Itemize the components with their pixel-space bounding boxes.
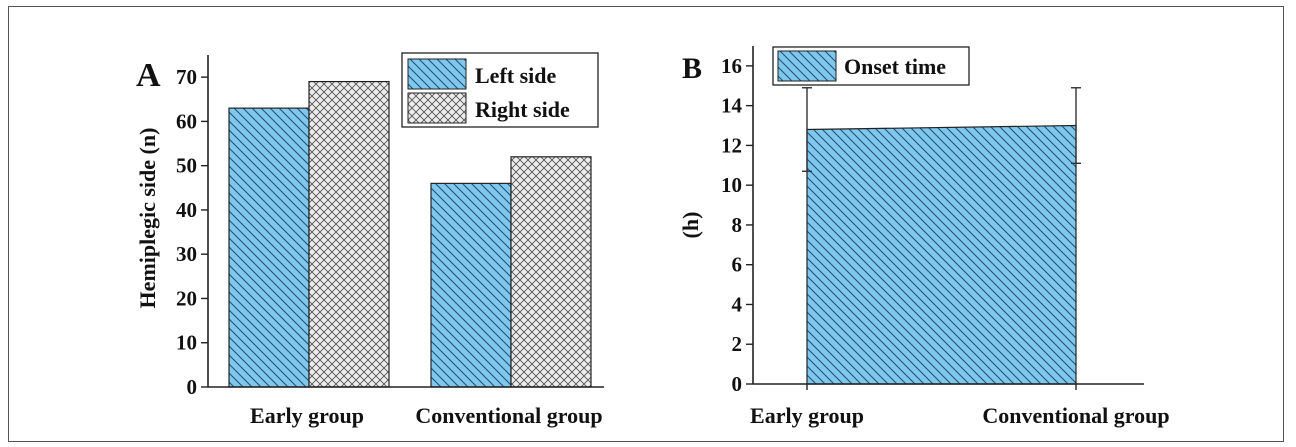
panel-a-ytick-label: 70 xyxy=(176,65,197,89)
panel-b-ytick-label: 12 xyxy=(721,133,742,157)
panel-b-label: B xyxy=(682,52,702,85)
panel-b: B (h) 0 2 4 6 8 10 12 14 16 Early group Conventio… xyxy=(678,46,1170,428)
bar-left-side-1 xyxy=(228,107,310,388)
panel-b-ytick-label: 14 xyxy=(721,94,743,118)
panel-a-legend: Left side Right side xyxy=(401,52,599,128)
panel-a-ytick-label: 40 xyxy=(176,198,197,222)
panel-b-ytick-label: 8 xyxy=(732,213,743,237)
panel-a-ytick-label: 0 xyxy=(187,375,198,399)
area-onset-time xyxy=(806,124,1077,385)
panel-b-area xyxy=(806,124,1077,385)
panel-a-ytick-label: 50 xyxy=(176,154,197,178)
panel-b-error-bars xyxy=(802,87,1081,172)
panel-b-ylabel: (h) xyxy=(678,212,703,239)
panel-b-xtick-label: Early group xyxy=(750,403,864,428)
panel-a-ylabel: Hemiplegic side (n) xyxy=(135,128,160,309)
legend-label-onset-time: Onset time xyxy=(844,54,946,79)
panel-a-label: A xyxy=(136,57,161,94)
bar-right-side-2 xyxy=(510,156,592,388)
figure-frame xyxy=(8,6,1284,442)
legend-swatch-left-side xyxy=(407,58,467,90)
panel-a-ytick-label: 30 xyxy=(176,242,197,266)
legend-swatch-onset-time xyxy=(777,50,837,82)
panel-b-ytick-label: 16 xyxy=(721,54,742,78)
panel-b-ytick-label: 0 xyxy=(732,372,743,396)
panel-a-bars xyxy=(228,80,592,388)
panel-a-x-labels: Early group Conventional group xyxy=(250,403,603,428)
panel-a: A Hemiplegic side (n) 0 10 20 30 40 50 60 70 Ea… xyxy=(135,52,604,428)
panel-a-ytick-label: 10 xyxy=(176,331,197,355)
panel-a-xtick-label: Conventional group xyxy=(415,403,602,428)
bar-right-side-1 xyxy=(308,80,390,388)
panel-b-ytick-label: 10 xyxy=(721,173,742,197)
panel-a-xtick-label: Early group xyxy=(250,403,364,428)
panel-b-legend: Onset time xyxy=(772,46,970,86)
legend-label-left-side: Left side xyxy=(475,63,557,88)
panel-b-ytick-label: 6 xyxy=(732,253,743,277)
panel-b-x-labels: Early group Conventional group xyxy=(750,384,1170,428)
panel-b-ytick-label: 4 xyxy=(732,292,743,316)
panel-b-y-ticks: 0 2 4 6 8 10 12 14 16 xyxy=(721,54,753,396)
legend-swatch-right-side xyxy=(407,92,467,124)
panel-a-ytick-label: 60 xyxy=(176,109,197,133)
bar-left-side-2 xyxy=(430,182,512,388)
panel-a-ytick-label: 20 xyxy=(176,286,197,310)
panel-b-xtick-label: Conventional group xyxy=(982,403,1169,428)
panel-b-ytick-label: 2 xyxy=(732,332,743,356)
panel-a-y-ticks: 0 10 20 30 40 50 60 70 xyxy=(176,65,208,399)
legend-label-right-side: Right side xyxy=(475,97,570,122)
